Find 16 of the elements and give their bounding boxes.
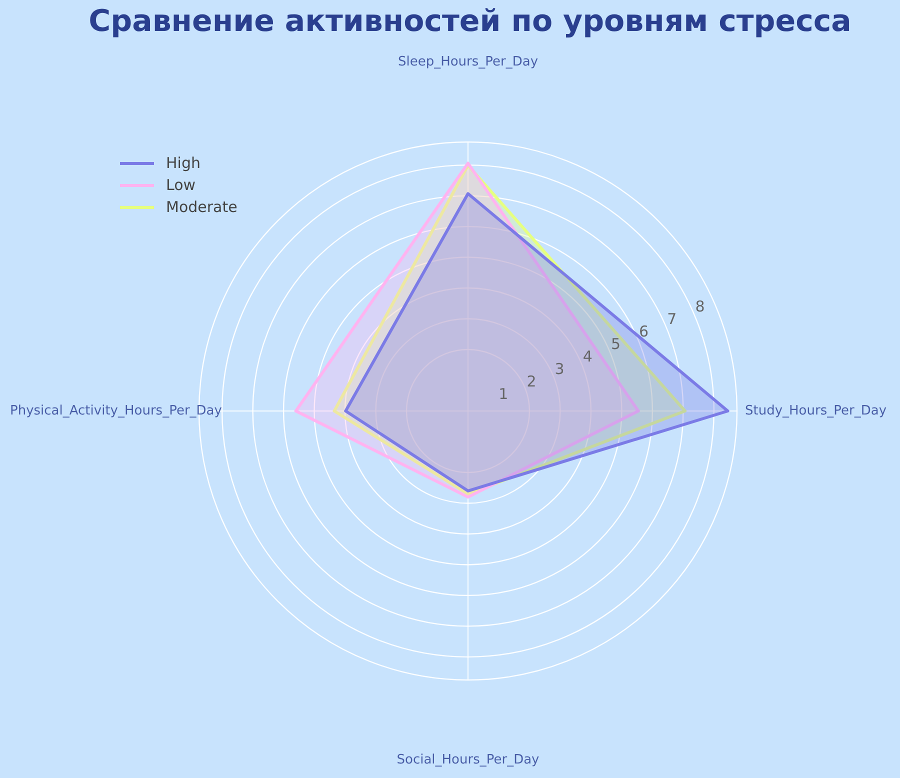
spoke-label: Study_Hours_Per_Day [745,403,887,418]
y-tick-label: 3 [554,360,564,378]
y-tick-label: 4 [582,348,592,366]
legend-label: Low [166,176,196,194]
spoke-label: Social_Hours_Per_Day [396,752,540,768]
y-tick-label: 7 [667,310,677,328]
chart-title: Сравнение активностей по уровням стресса [88,4,852,39]
y-tick-label: 5 [610,335,621,354]
spoke-label: Physical_Activity_Hours_Per_Day [10,403,222,418]
spoke-label: Sleep_Hours_Per_Day [398,54,538,70]
y-tick-label: 2 [526,372,536,391]
legend-label: Moderate [166,198,238,216]
legend-label: High [166,154,200,172]
y-tick-label: 1 [498,385,508,404]
y-tick-label: 8 [695,298,705,316]
y-tick-label: 6 [639,322,649,341]
